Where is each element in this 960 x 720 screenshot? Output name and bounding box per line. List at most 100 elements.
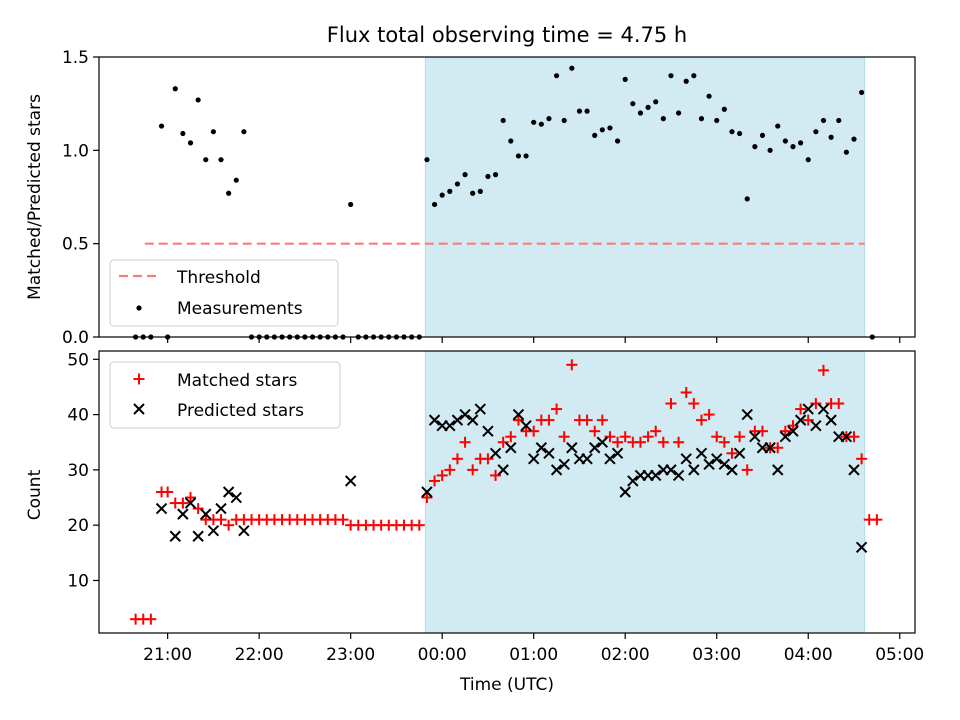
matched-star-point [451,453,463,465]
matched-star-point [497,436,509,448]
bottom-xtick-label: 01:00 [509,645,558,665]
matched-star-point [543,414,555,426]
predicted-star-point [680,453,692,465]
predicted-star-point [230,491,242,504]
measurement-point [584,108,590,114]
predicted-star-point-b [535,442,548,454]
matched-star-point [856,453,868,465]
predicted-star-point [344,475,357,487]
measurement-point [744,196,750,202]
predicted-star-point [215,502,227,515]
matched-star-point [680,386,692,398]
predicted-star-point [543,447,555,460]
measurement-point [172,86,178,92]
measurement-point [698,116,705,122]
predicted-star-point [428,414,441,426]
top-legend: Threshold Measurements [109,259,339,327]
bottom-xtick-label: 04:00 [784,645,833,665]
measurement-point [736,130,743,137]
matched-star-point [185,492,197,504]
matched-star-point [711,431,723,443]
measurement-point [508,138,514,144]
predicted-star-point [703,458,715,471]
predicted-star-point-b [848,464,860,476]
measurement-point [599,127,605,133]
matched-star-point [665,398,677,410]
measurement-point [454,181,461,187]
predicted-star-point-b [825,414,837,426]
top-marks [133,65,875,340]
legend-matched-label: Matched stars [177,371,297,391]
predicted-star-point-b [726,464,738,476]
predicted-star-point-b [749,430,761,443]
bottom-ytick-label: 10 [67,571,89,591]
predicted-star-point [695,447,708,460]
predicted-star-point-b [619,486,631,498]
predicted-star-point [794,414,807,426]
predicted-star-point [627,475,639,487]
predicted-star-point [482,425,494,437]
predicted-star-point [192,530,204,542]
predicted-star-point [222,486,235,498]
measurement-point [645,104,651,110]
bottom-xtick-label: 00:00 [418,645,467,665]
predicted-star-point-b [688,464,700,476]
matched-star-point [589,425,601,437]
matched-star-point [581,414,593,426]
measurement-point [218,157,224,163]
predicted-star-point-b [512,408,525,421]
measurement-point [790,144,796,150]
predicted-star-point-b [155,502,168,515]
top-ytick-label: 1.0 [62,141,89,161]
predicted-star-point-b [787,425,799,437]
matched-star-point [604,431,616,443]
measurement-point [622,76,628,82]
measurement-point [447,188,453,194]
matched-star-point [505,431,517,443]
predicted-star-point-b [733,447,746,460]
measurement-point [767,147,773,153]
predicted-star-point-b [177,508,189,520]
matched-star-point [619,431,631,443]
predicted-star-point [711,453,723,465]
matched-star-point [177,497,189,509]
predicted-star-point-b [604,453,616,465]
predicted-star-point-b [482,425,494,437]
top-ytick-label: 0.5 [62,235,89,255]
predicted-star-point-b [550,464,563,476]
predicted-star-point [665,464,677,476]
measurement-point [515,153,522,159]
measurement-point [683,78,689,84]
measurement-point [798,140,804,146]
predicted-star-point [588,442,601,454]
bottom-ytick-label: 40 [67,406,89,426]
predicted-star-point-b [230,491,242,504]
predicted-star-point-b [428,414,441,426]
measurement-point [203,157,209,163]
legend-matched-swatch [133,373,145,385]
measurement-point [752,144,758,150]
matched-star-point [779,425,791,437]
predicted-star-point [505,442,517,454]
predicted-star-point [596,436,609,448]
predicted-star-point-b [444,419,456,432]
matched-star-point [695,414,707,426]
predicted-star-point-b [711,453,723,465]
predicted-star-point-b [215,502,227,515]
measurement-point [851,136,857,142]
measurement-point [637,110,644,116]
measurement-point [462,172,468,178]
measurement-point [775,123,781,129]
predicted-star-point-b [611,447,624,460]
measurement-point [180,130,186,137]
predicted-star-point-b [772,464,784,476]
measurement-point [569,65,575,71]
measurement-point [668,73,674,79]
measurement-point [805,157,811,163]
predicted-star-point [810,419,822,432]
matched-star-point [703,409,715,421]
top-ylabel: Matched/Predicted stars [25,94,45,300]
measurement-point [500,117,506,124]
matched-star-point [734,431,746,443]
predicted-star-point-b [855,541,868,554]
